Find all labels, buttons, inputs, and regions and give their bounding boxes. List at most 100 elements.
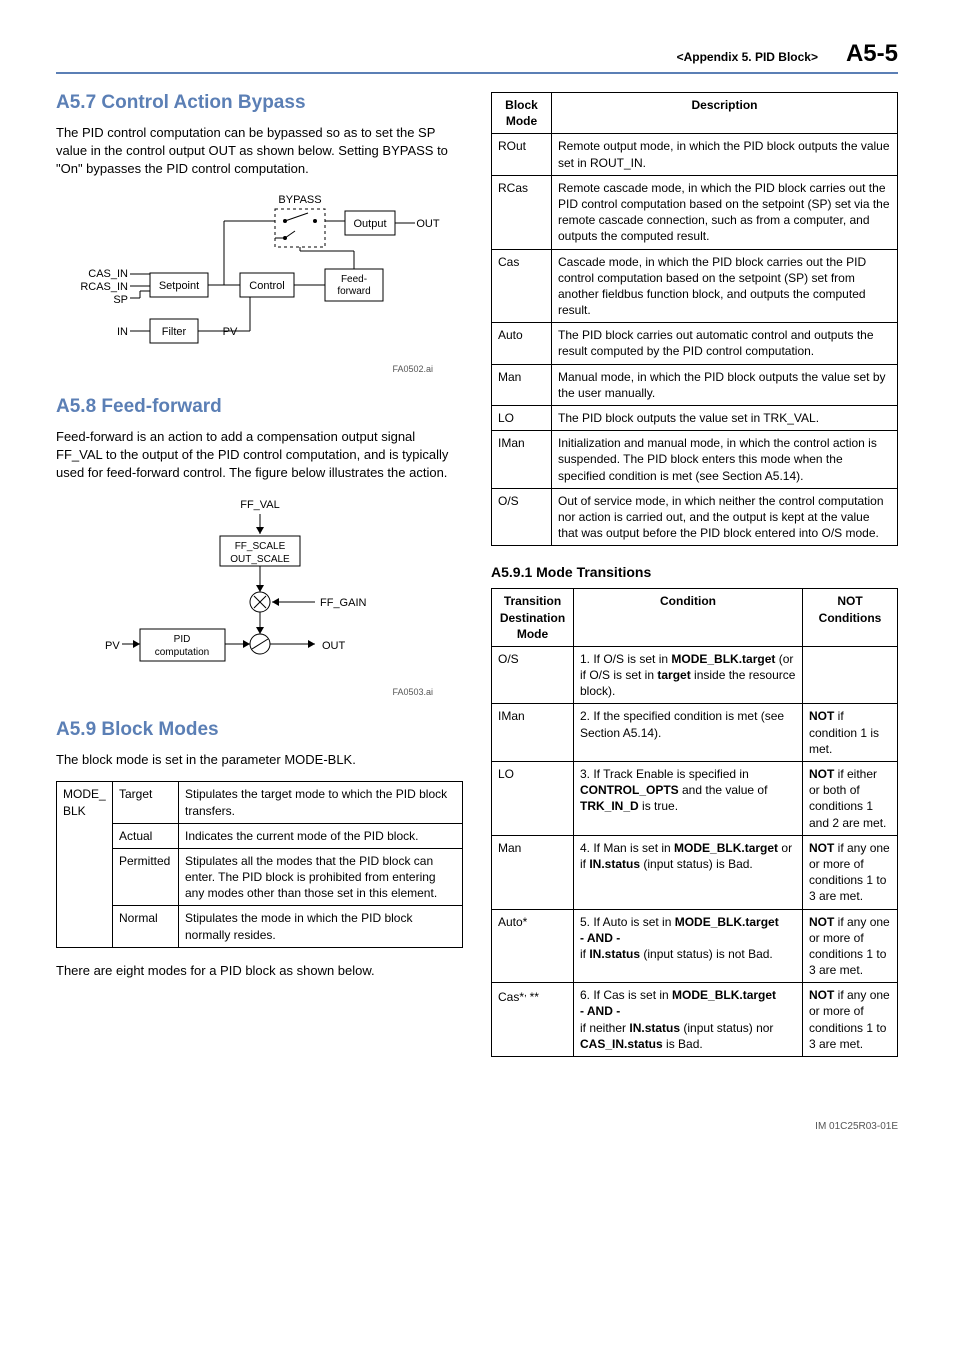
cell: LO — [492, 406, 552, 431]
footer-code: IM 01C25R03-01E — [56, 1121, 898, 1132]
lbl-pv: PV — [222, 326, 237, 338]
ff-svg: FF_VAL FF_SCALE OUT_SCALE FF_GAIN — [90, 494, 430, 684]
lbl-pid2: computation — [154, 647, 208, 658]
table-row: ROutRemote output mode, in which the PID… — [492, 134, 898, 175]
cell: Permitted — [113, 848, 179, 906]
cell: Man — [492, 364, 552, 405]
th-block-mode: Block Mode — [492, 93, 552, 134]
block-modes-table: Block Mode Description ROutRemote output… — [491, 92, 898, 546]
cell: Cascade mode, in which the PID block car… — [552, 249, 898, 323]
lbl-pid1: PID — [173, 634, 190, 645]
cell: Cas*, ** — [492, 983, 574, 1057]
table-row: NormalStipulates the mode in which the P… — [57, 906, 463, 947]
table-row: Cas*, **6. If Cas is set in MODE_BLK.tar… — [492, 983, 898, 1057]
transitions-table: Transition Destination Mode Condition NO… — [491, 588, 898, 1057]
th-condition: Condition — [574, 589, 803, 647]
table-row: MODE_ BLKTargetStipulates the target mod… — [57, 782, 463, 823]
diagram-bypass: BYPASS Output OUT — [56, 191, 463, 374]
lbl-out: OUT — [416, 218, 440, 230]
sec-a59-title: A5.9 Block Modes — [56, 719, 463, 741]
table-row: O/SOut of service mode, in which neither… — [492, 488, 898, 546]
lbl-ffgain: FF_GAIN — [320, 597, 367, 609]
th-description: Description — [552, 93, 898, 134]
cell: The PID block outputs the value set in T… — [552, 406, 898, 431]
appendix-label: <Appendix 5. PID Block> — [677, 50, 818, 64]
lbl-in: IN — [117, 326, 128, 338]
lbl-control: Control — [249, 280, 284, 292]
cell: The PID block carries out automatic cont… — [552, 323, 898, 364]
cell: O/S — [492, 488, 552, 546]
right-column: Block Mode Description ROutRemote output… — [491, 92, 898, 1071]
lbl-bypass: BYPASS — [278, 194, 321, 206]
cell: Auto — [492, 323, 552, 364]
table-row: LOThe PID block outputs the value set in… — [492, 406, 898, 431]
cell: Initialization and manual mode, in which… — [552, 431, 898, 489]
cell: Indicates the current mode of the PID bl… — [179, 823, 463, 848]
left-column: A5.7 Control Action Bypass The PID contr… — [56, 92, 463, 1071]
cell: ROut — [492, 134, 552, 175]
cell: Remote cascade mode, in which the PID bl… — [552, 175, 898, 249]
cell: Actual — [113, 823, 179, 848]
lbl-ff2: forward — [337, 286, 370, 297]
cell: Remote output mode, in which the PID blo… — [552, 134, 898, 175]
cell: NOT if any one or more of conditions 1 t… — [803, 835, 898, 909]
cell: NOT if any one or more of conditions 1 t… — [803, 909, 898, 983]
cell: IMan — [492, 704, 574, 762]
cell: Stipulates the target mode to which the … — [179, 782, 463, 823]
lbl-cas-in: CAS_IN — [88, 268, 128, 280]
table-row: ManManual mode, in which the PID block o… — [492, 364, 898, 405]
lbl-setpoint: Setpoint — [158, 280, 198, 292]
lbl-ffval: FF_VAL — [240, 499, 280, 511]
lbl-sp: SP — [113, 294, 128, 306]
cell: 6. If Cas is set in MODE_BLK.target- AND… — [574, 983, 803, 1057]
cell: Cas — [492, 249, 552, 323]
table-row: PermittedStipulates all the modes that t… — [57, 848, 463, 906]
sec-a58-title: A5.8 Feed-forward — [56, 396, 463, 418]
table-row: Man4. If Man is set in MODE_BLK.target o… — [492, 835, 898, 909]
table-row: IMan2. If the specified condition is met… — [492, 704, 898, 762]
sec-a59-para: The block mode is set in the parameter M… — [56, 751, 463, 769]
cell: 3. If Track Enable is specified in CONTR… — [574, 762, 803, 836]
lbl-ff1: Feed- — [340, 274, 366, 285]
cell: 2. If the specified condition is met (se… — [574, 704, 803, 762]
lbl-pv2: PV — [105, 640, 120, 652]
table-row: O/S1. If O/S is set in MODE_BLK.target (… — [492, 646, 898, 704]
cell: 5. If Auto is set in MODE_BLK.target- AN… — [574, 909, 803, 983]
cell: NOT if either or both of conditions 1 an… — [803, 762, 898, 836]
cell: 4. If Man is set in MODE_BLK.target or i… — [574, 835, 803, 909]
cell: O/S — [492, 646, 574, 704]
lbl-filter: Filter — [161, 326, 186, 338]
cell: Out of service mode, in which neither th… — [552, 488, 898, 546]
cell: NOT if any one or more of conditions 1 t… — [803, 983, 898, 1057]
th-not-cond: NOT Conditions — [803, 589, 898, 647]
cell: Normal — [113, 906, 179, 947]
diagram-ff: FF_VAL FF_SCALE OUT_SCALE FF_GAIN — [56, 494, 463, 697]
page-header: <Appendix 5. PID Block> A5-5 — [56, 40, 898, 74]
cell: Man — [492, 835, 574, 909]
lbl-outscale: OUT_SCALE — [230, 554, 290, 565]
cell: Auto* — [492, 909, 574, 983]
table-row: LO3. If Track Enable is specified in CON… — [492, 762, 898, 836]
th-trans-mode: Transition Destination Mode — [492, 589, 574, 647]
sec-a58-para: Feed-forward is an action to add a compe… — [56, 428, 463, 483]
sec-a59-note: There are eight modes for a PID block as… — [56, 962, 463, 980]
lbl-rcas-in: RCAS_IN — [80, 281, 128, 293]
cell: Target — [113, 782, 179, 823]
diag2-caption: FA0503.ai — [56, 687, 463, 697]
sec-a591-title: A5.9.1 Mode Transitions — [491, 564, 898, 580]
cell: Stipulates all the modes that the PID bl… — [179, 848, 463, 906]
cell: LO — [492, 762, 574, 836]
table-row: IManInitialization and manual mode, in w… — [492, 431, 898, 489]
table-row: AutoThe PID block carries out automatic … — [492, 323, 898, 364]
modeblk-table: MODE_ BLKTargetStipulates the target mod… — [56, 781, 463, 948]
page-number: A5-5 — [846, 40, 898, 68]
diag1-caption: FA0502.ai — [56, 364, 463, 374]
table-row: ActualIndicates the current mode of the … — [57, 823, 463, 848]
bypass-svg: BYPASS Output OUT — [80, 191, 440, 361]
sec-a57-title: A5.7 Control Action Bypass — [56, 92, 463, 114]
table-row: CasCascade mode, in which the PID block … — [492, 249, 898, 323]
cell: Stipulates the mode in which the PID blo… — [179, 906, 463, 947]
cell: RCas — [492, 175, 552, 249]
cell: MODE_ BLK — [57, 782, 113, 948]
cell: Manual mode, in which the PID block outp… — [552, 364, 898, 405]
